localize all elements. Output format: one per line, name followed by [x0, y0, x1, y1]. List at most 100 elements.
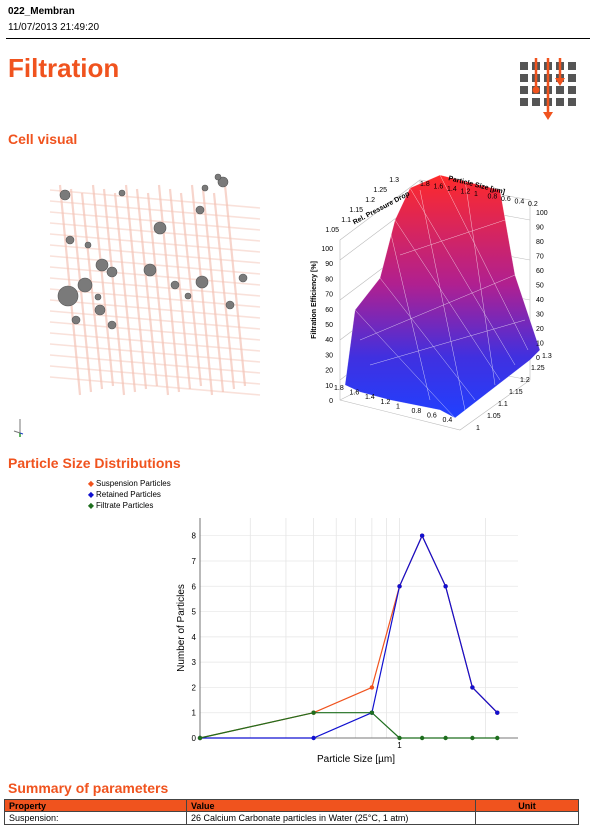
- mesh-fiber: [49, 343, 261, 363]
- surface-bottom-pressure-tick: 1.2: [520, 377, 530, 384]
- surface-top-pressure-tick: 1.1: [341, 217, 351, 224]
- psd-x-tick-label: 1: [397, 741, 402, 750]
- legend-label-suspension: Suspension Particles: [96, 479, 171, 488]
- surface-top-size-tick: 1.2: [461, 189, 471, 196]
- surface-top-size-tick: 1: [474, 191, 478, 198]
- surface-top-size-tick: 1.8: [420, 181, 430, 188]
- psd-legend: ◆ Suspension Particles ◆ Retained Particle…: [86, 478, 171, 511]
- surface-top-pressure-tick: 1.3: [389, 177, 399, 184]
- mesh-fiber: [49, 244, 261, 264]
- psd-y-tick-label: 0: [192, 734, 197, 743]
- data-point-retained-particles: [495, 710, 500, 715]
- legend-item-suspension: ◆ Suspension Particles: [86, 478, 171, 489]
- data-point-filtrate-particles: [311, 710, 316, 715]
- data-point-retained-particles: [419, 533, 425, 538]
- particle-size-distribution-chart: 0 1 2 3 4 5 6 7 8 1 Particle Size [µm] Number of…: [176, 518, 518, 765]
- filtrate-marker-icon: ◆: [87, 501, 95, 510]
- mesh-fiber: [49, 321, 261, 341]
- section-title-summary: Summary of parameters: [8, 780, 169, 796]
- mesh-fiber: [49, 211, 261, 231]
- particle: [84, 241, 92, 249]
- particle: [217, 176, 229, 188]
- data-point-filtrate-particles: [470, 735, 475, 741]
- particle: [107, 320, 117, 330]
- psd-y-tick-label: 2: [192, 683, 197, 692]
- suspension-marker-icon: ◆: [87, 479, 95, 488]
- mesh-fiber: [49, 189, 261, 209]
- mesh-fiber: [124, 184, 148, 390]
- mesh-fiber: [49, 310, 261, 330]
- surface-z-tick-left: 30: [325, 352, 333, 359]
- surface-z-tick-right: 10: [536, 341, 544, 348]
- data-point-retained-particles: [397, 584, 402, 589]
- table-cell-value: 26 Calcium Carbonate particles in Water …: [186, 811, 476, 825]
- surface-z-tick-left: 90: [325, 261, 333, 268]
- mesh-fiber: [49, 332, 261, 352]
- surface-bottom-pressure-tick: 1.15: [509, 389, 523, 396]
- series-line-retained-particles: [200, 534, 498, 739]
- surface-z-tick-right: 20: [536, 326, 544, 333]
- surface-bottom-size-tick: 1.4: [365, 394, 375, 401]
- data-point-filtrate-particles: [419, 735, 425, 741]
- psd-x-axis-label: Particle Size [µm]: [317, 754, 395, 765]
- data-point-filtrate-particles: [397, 735, 402, 741]
- particle: [77, 277, 93, 293]
- particle: [195, 205, 205, 215]
- column-header-value: Value: [186, 799, 476, 812]
- header-divider: [6, 38, 590, 39]
- mesh-fiber: [49, 200, 261, 220]
- surface-top-size-tick: 0.4: [515, 199, 525, 206]
- particle: [57, 285, 79, 307]
- surface-bottom-pressure-tick: 1: [476, 425, 480, 432]
- mesh-fiber: [49, 354, 261, 374]
- surface-top-size-tick: 0.2: [528, 201, 538, 208]
- surface-z-tick-right: 90: [536, 225, 544, 232]
- surface-top-size-tick: 0.8: [488, 194, 498, 201]
- mesh-fiber: [49, 365, 261, 385]
- data-point-filtrate-particles: [495, 735, 500, 741]
- surface-z-axis-label: Filtration Efficiency [%]: [311, 261, 318, 339]
- legend-label-retained: Retained Particles: [96, 490, 161, 499]
- document-name: 022_Membran: [8, 6, 75, 17]
- surface-z-tick-right: 100: [536, 210, 548, 217]
- particle: [153, 221, 167, 235]
- surface-top-pressure-tick: 1.2: [365, 197, 375, 204]
- mesh-fiber: [223, 184, 247, 387]
- data-point-retained-particles: [470, 685, 475, 690]
- surface-z-tick-right: 40: [536, 297, 544, 304]
- surface-bottom-size-tick: 1: [396, 403, 400, 410]
- particle: [184, 292, 192, 300]
- mesh-fiber: [91, 184, 115, 387]
- surface-z-tick-left: 50: [325, 322, 333, 329]
- psd-y-axis-label: Number of Particles: [176, 584, 187, 672]
- page-title: Filtration: [8, 53, 120, 83]
- psd-y-tick-label: 6: [192, 582, 197, 591]
- surface-z-tick-right: 70: [536, 254, 544, 261]
- surface-z-tick-right: 0: [536, 355, 540, 362]
- surface-bottom-pressure-tick: 1.1: [498, 401, 508, 408]
- surface-top-pressure-tick: 1.15: [349, 207, 363, 214]
- parameters-table: Property Value Unit Suspension: 26 Calci…: [4, 799, 579, 825]
- particle: [95, 258, 109, 272]
- mesh-fiber: [49, 233, 261, 253]
- surface-top-pressure-tick: 1.05: [325, 227, 339, 234]
- surface-bottom-size-tick: 1.2: [381, 399, 391, 406]
- surface-bottom-size-tick: 1.8: [334, 385, 344, 392]
- surface-z-tick-right: 50: [536, 283, 544, 290]
- surface-top-pressure-tick: 1.25: [373, 187, 387, 194]
- surface-z-tick-left: 70: [325, 292, 333, 299]
- document-datetime: 11/07/2013 21:49:20: [8, 22, 100, 33]
- mesh-fiber: [49, 222, 261, 242]
- section-title-psd: Particle Size Distributions: [8, 455, 181, 471]
- table-header-row: Property Value Unit: [4, 799, 579, 812]
- mesh-fiber: [190, 184, 214, 396]
- surface-top-size-tick: 0.6: [501, 196, 511, 203]
- surface-z-tick-right: 80: [536, 239, 544, 246]
- surface-z-tick-left: 60: [325, 307, 333, 314]
- mesh-fiber: [201, 188, 225, 393]
- psd-y-tick-label: 4: [192, 633, 197, 642]
- surface-bottom-size-tick: 0.8: [412, 408, 422, 415]
- particle: [238, 273, 248, 283]
- data-point-retained-particles: [311, 735, 316, 741]
- particle: [94, 293, 102, 301]
